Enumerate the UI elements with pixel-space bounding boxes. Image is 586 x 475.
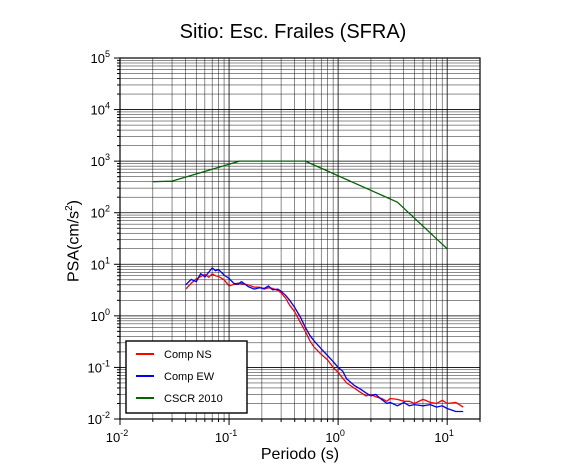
plot-frame <box>119 57 481 420</box>
y-axis-label: PSA(cm/s2) <box>64 141 84 341</box>
x-axis-label: Periodo (s) <box>260 446 340 463</box>
y-tick-label: 101 <box>91 255 110 272</box>
x-tick-label: 100 <box>325 428 344 445</box>
y-tick-label: 102 <box>91 204 110 221</box>
y-axis-label-base: PSA(cm/s <box>65 210 83 283</box>
y-tick-label: 104 <box>91 101 110 118</box>
y-tick-label: 105 <box>91 49 110 66</box>
series-line-2 <box>185 267 464 413</box>
series-line-1 <box>185 273 464 408</box>
y-tick-label: 10-2 <box>88 410 110 427</box>
legend-label-2: Comp EW <box>164 371 215 383</box>
x-tick-label: 10-1 <box>215 428 237 445</box>
y-axis-label-exponent: 2 <box>64 205 75 211</box>
x-tick-label: 101 <box>434 428 453 445</box>
y-tick-label: 100 <box>91 307 110 324</box>
series-line-3 <box>152 160 448 250</box>
y-axis-label-tail: ) <box>65 200 83 206</box>
tick-layer: 10-2 10-1 100 101 10-2 10-1 100 101 102 103 104 105 <box>88 49 481 445</box>
series-layer <box>152 160 464 413</box>
legend-label-3: CSCR 2010 <box>164 393 223 405</box>
legend-layer: Comp NS Comp EW CSCR 2010 <box>125 340 248 414</box>
chart-title: Sitio: Esc. Frailes (SFRA) <box>179 21 407 43</box>
x-tick-label: 10-2 <box>106 428 128 445</box>
legend-label-1: Comp NS <box>164 349 212 361</box>
y-tick-label: 103 <box>91 152 110 169</box>
y-tick-label: 10-1 <box>88 358 110 375</box>
